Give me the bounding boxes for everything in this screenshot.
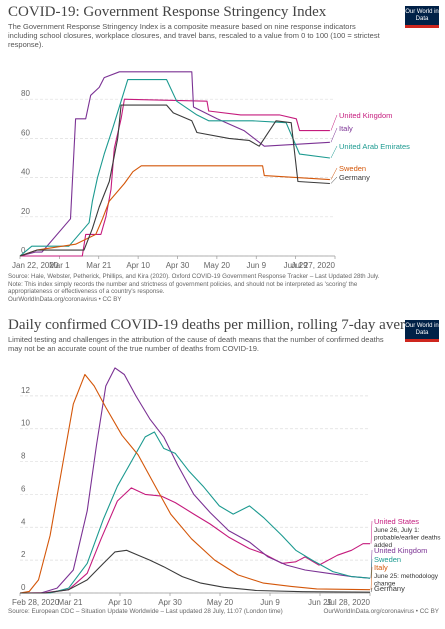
series-label-connector (330, 114, 338, 131)
series-line-united-kingdom[interactable] (20, 367, 371, 594)
series-label-connector (330, 167, 338, 180)
x-tick-label: Jun 9 (260, 598, 280, 607)
x-tick-label: Apr 10 (108, 598, 132, 607)
y-tick-label: 20 (21, 207, 30, 216)
x-tick-label: Jul 27, 2020 (291, 261, 335, 270)
series-label-connector (330, 176, 338, 184)
series-line-united-kingdom[interactable] (20, 98, 330, 257)
x-tick-label: Apr 10 (126, 261, 150, 270)
series-label-sweden[interactable]: Sweden (339, 164, 366, 173)
y-tick-label: 0 (21, 246, 26, 255)
series-line-sweden[interactable] (19, 165, 330, 257)
series-annotation: June 25: methodology change (374, 573, 439, 588)
x-tick-label: Mar 21 (86, 261, 111, 270)
x-tick-label: Jun 29 (308, 598, 333, 607)
series-label-italy[interactable]: Italy (374, 563, 388, 572)
chart1-license-link[interactable]: OurWorldInData.org/coronavirus • CC BY (8, 295, 122, 303)
series-label-italy[interactable]: Italy (339, 124, 353, 133)
owid-logo[interactable]: Our World in Data (405, 320, 439, 342)
series-label-connector (370, 558, 373, 579)
y-tick-label: 40 (21, 168, 30, 177)
series-label-connector (370, 520, 373, 544)
series-line-germany[interactable] (20, 549, 371, 594)
series-line-united-states[interactable] (19, 487, 370, 594)
y-tick-label: 0 (21, 583, 26, 592)
x-tick-label: May 20 (204, 261, 231, 270)
y-tick-label: 4 (21, 517, 26, 526)
chart1-source-notes: Source: Hale, Webster, Petherick, Philli… (8, 273, 438, 303)
x-tick-label: Jun 29 (284, 261, 309, 270)
y-tick-label: 60 (21, 128, 30, 137)
series-line-germany[interactable] (19, 104, 330, 257)
y-tick-label: 8 (21, 452, 26, 461)
series-line-italy[interactable] (19, 373, 371, 594)
x-tick-label: Apr 30 (166, 261, 190, 270)
y-tick-label: 12 (21, 386, 30, 395)
x-tick-label: Feb 28, 2020 (12, 598, 60, 607)
x-tick-label: May 20 (207, 598, 234, 607)
series-label-connector (370, 566, 373, 590)
chart1-subtitle: The Government Response Stringency Index… (8, 22, 380, 49)
series-label-connector (330, 127, 338, 143)
series-line-italy[interactable] (19, 71, 330, 257)
series-label-connector (370, 587, 373, 593)
x-tick-label: Jul 28, 2020 (326, 598, 370, 607)
y-tick-label: 6 (21, 484, 26, 493)
series-annotation: June 26, July 1: probable/earlier deaths a… (374, 527, 441, 549)
chart2-license-link[interactable]: OurWorldInData.org/coronavirus • CC BY (323, 608, 439, 615)
x-tick-label: Mar 1 (49, 261, 70, 270)
x-tick-label: Mar 21 (58, 598, 83, 607)
series-label-united-kingdom[interactable]: United Kingdom (339, 111, 392, 120)
series-label-united-kingdom[interactable]: United Kingdom (374, 546, 427, 555)
chart2-subtitle: Limited testing and challenges in the at… (8, 335, 384, 353)
y-tick-label: 80 (21, 89, 30, 98)
deaths-chart-panel: Daily confirmed COVID-19 deaths per mill… (0, 310, 445, 629)
y-tick-label: 2 (21, 550, 26, 559)
x-tick-label: Jun 9 (246, 261, 266, 270)
chart2-title: Daily confirmed COVID-19 deaths per mill… (8, 317, 426, 333)
series-line-united-arab-emirates[interactable] (19, 79, 330, 257)
series-label-germany[interactable]: Germany (339, 173, 370, 182)
chart1-source-line: Source: Hale, Webster, Petherick, Philli… (8, 273, 380, 280)
series-line-sweden[interactable] (20, 431, 371, 594)
x-tick-label: Apr 30 (158, 598, 182, 607)
chart1-note-line: appropriateness or effectiveness of a co… (8, 288, 165, 296)
x-tick-label: Jan 22, 2020 (12, 261, 59, 270)
series-label-united-states[interactable]: United States (374, 517, 419, 526)
chart2-source: Source: European CDC – Situation Update … (8, 608, 283, 615)
series-label-connector (330, 145, 338, 159)
owid-logo[interactable]: Our World in Data (405, 6, 439, 28)
chart1-title: COVID-19: Government Response Stringency… (8, 4, 327, 20)
series-label-germany[interactable]: Germany (374, 584, 405, 593)
y-tick-label: 10 (21, 419, 30, 428)
series-label-united-arab-emirates[interactable]: United Arab Emirates (339, 142, 410, 151)
chart1-note-line: Note: This index simply records the numb… (8, 280, 358, 288)
series-label-sweden[interactable]: Sweden (374, 555, 401, 564)
stringency-chart-panel: COVID-19: Government Response Stringency… (0, 0, 445, 306)
